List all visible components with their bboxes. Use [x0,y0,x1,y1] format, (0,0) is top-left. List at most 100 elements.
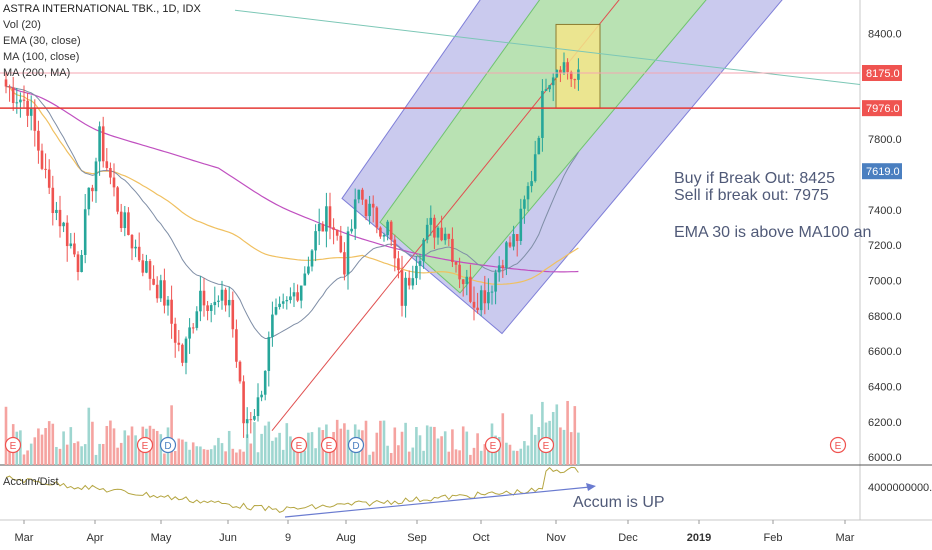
svg-text:E: E [10,441,17,452]
candle-body [15,102,19,104]
volume-bar [404,422,407,465]
candle-body [141,260,145,273]
volume-bar [44,428,47,465]
volume-bar [400,431,404,465]
candle-body [335,229,339,236]
candle-body [145,261,148,273]
volume-bar [26,450,29,465]
candle-body [505,242,508,268]
volume-bar [382,420,386,465]
candle-body [548,85,551,90]
candle-body [47,169,51,188]
candle-body [188,327,191,339]
price-tag: 7976.0 [862,100,902,117]
candle-body [415,265,418,279]
volume-bar [314,448,317,465]
legend-ma100[interactable]: MA (100, close) [3,51,80,63]
candle-body [44,168,47,170]
candle-body [310,250,314,267]
volume-bar [393,427,397,465]
volume-bar [339,428,343,465]
volume-bar [152,428,155,465]
volume-bar [155,430,159,465]
volume-bar [411,447,415,465]
candle-body [465,276,469,285]
volume-bar [29,443,33,465]
volume-bar [213,445,217,465]
candle-body [235,329,238,362]
volume-bar [523,441,526,465]
volume-bar [487,439,490,465]
price-tick-label: 6800.0 [868,311,902,323]
volume-bar [443,431,447,465]
volume-bar [512,450,515,465]
candle-body [451,238,454,262]
candle-body [65,222,69,247]
legend-ma200[interactable]: MA (200, MA) [3,67,71,79]
volume-bar [472,447,476,465]
candle-body [245,419,249,424]
accum-dist-label[interactable]: Accum/Dist [3,476,59,488]
volume-bar [299,452,303,465]
candle-body [256,397,260,417]
legend-volume[interactable]: Vol (20) [3,19,41,31]
candle-body [29,107,33,116]
price-tick-label: 6600.0 [868,346,902,358]
candle-body [429,217,433,225]
candle-body [191,327,195,329]
legend-ema30[interactable]: EMA (30, close) [3,35,81,47]
candle-body [109,168,112,178]
volume-bar [371,451,375,465]
volume-bar [220,443,224,465]
volume-bar [397,445,400,465]
volume-bar [505,442,508,465]
volume-bar [454,449,458,465]
volume-bar [227,430,231,465]
volume-bar [346,429,350,465]
volume-bar [47,421,51,465]
volume-bar [73,443,76,465]
candle-body [346,231,350,275]
accum-arrow-head [586,483,596,491]
candle-body [469,276,472,302]
volume-bar [249,443,253,465]
candle-body [400,270,404,306]
volume-bar [8,444,11,465]
candle-body [134,246,137,249]
volume-bar [465,431,469,465]
volume-bar [292,446,296,465]
volume-bar [285,423,289,465]
volume-bar [389,452,393,465]
candle-body [418,260,422,266]
note-buy: Buy if Break Out: 8425 [674,170,835,187]
candle-body [307,266,310,274]
candle-body [199,290,202,312]
time-tick-label: Nov [546,532,566,544]
price-tick-label: 7800.0 [868,134,902,146]
candle-body [393,239,397,259]
candle-body [512,234,515,247]
candle-body [289,296,292,301]
volume-bar [379,420,382,465]
candle-body [321,223,325,232]
candle-body [33,107,37,131]
volume-bar [274,437,278,465]
volume-bar [65,444,69,465]
volume-bar [245,434,249,465]
volume-bar [80,446,83,465]
candle-body [202,290,206,306]
candle-body [339,235,343,253]
volume-bar [307,432,310,465]
candle-body [303,273,307,286]
volume-bar [469,454,472,465]
candle-body [350,228,353,232]
volume-bar [476,433,479,465]
volume-bar [202,449,206,465]
volume-bar [235,452,238,465]
volume-bar [238,449,242,465]
candle-body [73,243,76,255]
candle-body [281,301,285,304]
price-tag: 8175.0 [862,65,902,82]
svg-text:D: D [164,441,171,452]
